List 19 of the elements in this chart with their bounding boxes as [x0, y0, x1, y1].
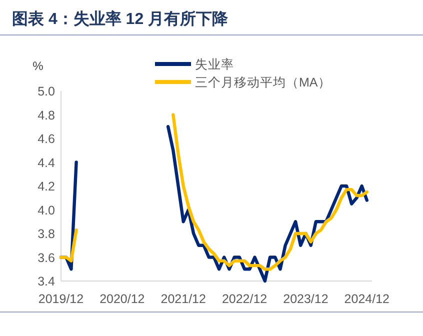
y-tick-label: 4.6: [38, 132, 56, 146]
legend-label: 三个月移动平均（MA）: [195, 76, 331, 90]
y-tick-label: 4.0: [38, 203, 56, 218]
x-tick-label: 2024/12: [344, 292, 390, 306]
x-tick-label: 2022/12: [222, 292, 268, 306]
y-tick-label: 4.4: [38, 156, 56, 170]
x-tick-label: 2019/12: [38, 292, 84, 306]
legend-label: 失业率: [195, 56, 234, 72]
y-axis-title: %: [32, 59, 44, 73]
y-tick-label: 3.6: [38, 250, 56, 265]
chart-title: 图表 4：失业率 12 月有所下降: [12, 9, 230, 28]
y-tick-label: 4.8: [38, 108, 56, 122]
y-tick-label: 3.4: [38, 274, 56, 288]
y-tick-label: 5.0: [38, 84, 56, 98]
x-tick-label: 2021/12: [160, 292, 206, 306]
x-tick-label: 2023/12: [283, 292, 328, 306]
y-tick-label: 3.8: [38, 227, 56, 241]
y-tick-label: 4.2: [38, 180, 56, 194]
x-tick-label: 2020/12: [100, 292, 145, 306]
